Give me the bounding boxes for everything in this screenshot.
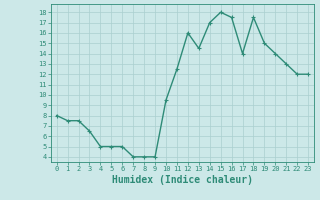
X-axis label: Humidex (Indice chaleur): Humidex (Indice chaleur) bbox=[112, 175, 253, 185]
